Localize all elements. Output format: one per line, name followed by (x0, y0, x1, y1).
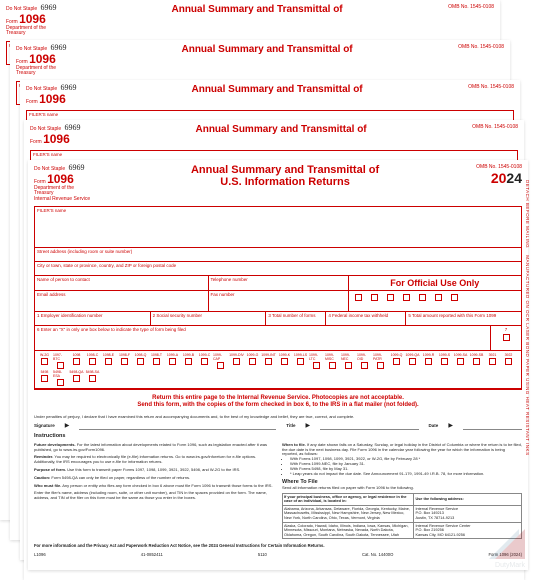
instructions-right-col: When to file. If any date shown falls on… (282, 440, 522, 539)
form-id-block: Do Not Staple 6969 Form 1096 Department … (34, 164, 94, 202)
official-use-only: For Official Use Only (349, 276, 522, 290)
contact-field[interactable]: Name of person to contact (35, 276, 209, 290)
omb-number: OMB No. 1545-0108 (448, 4, 494, 10)
checkbox-1099-patr[interactable]: 1099-PATR (373, 353, 388, 369)
checkbox-1098-c[interactable]: 1098-C (85, 353, 100, 369)
checkbox-1099-k[interactable]: 1099-K (277, 353, 292, 369)
checkbox-3922[interactable]: 3922 (501, 353, 516, 369)
checkbox-5498-esa[interactable]: 5498-ESA (53, 370, 68, 386)
checkbox-1097-btc[interactable]: 1097-BTC (53, 353, 68, 369)
checkbox-5498[interactable]: 5498 (37, 370, 52, 386)
street-field[interactable]: Street address (including room or suite … (35, 248, 521, 261)
box-1-ein[interactable]: 1 Employer identification number (35, 312, 151, 325)
checkbox-5498-qa[interactable]: 5498-QA (69, 370, 84, 386)
city-field[interactable]: City or town, state or province, country… (35, 262, 521, 275)
form-sheet-front: DETACH BEFORE MAILING MANUFACTURED ON OC… (28, 160, 528, 570)
filer-name-field[interactable]: FILER'S name (35, 207, 521, 247)
form-footer: For more information and the Privacy Act… (28, 541, 528, 550)
checkbox-1098-e[interactable]: 1098-E (101, 353, 116, 369)
checkbox-1099-oid[interactable]: 1099-OID (357, 353, 372, 369)
checkbox-1099-int[interactable]: 1099-INT (261, 353, 276, 369)
signature-line[interactable]: Signature▶ Title▶ Date▶ (34, 423, 522, 430)
checkbox-1099-q[interactable]: 1099-Q (389, 353, 404, 369)
fax-field[interactable]: Fax number (209, 291, 349, 311)
form-stack: Do Not Staple 6969 Form 1096 Department … (0, 0, 533, 573)
checkbox-3921[interactable]: 3921 (485, 353, 500, 369)
form-title: Annual Summary and Transmittal of (72, 4, 442, 15)
checkbox-1099-b[interactable]: 1099-B (181, 353, 196, 369)
box-4-withheld[interactable]: 4 Federal income tax withheld (326, 312, 406, 325)
instructions-left-col: Future developments. For the latest info… (34, 440, 274, 539)
perjury-statement: Under penalties of perjury, I declare th… (34, 415, 522, 420)
checkbox-1099-r[interactable]: 1099-R (421, 353, 436, 369)
checkbox-1099-c[interactable]: 1099-C (197, 353, 212, 369)
checkbox-1099-misc[interactable]: 1099-MISC (325, 353, 340, 369)
tax-year: 2024 (476, 170, 522, 186)
checkbox-1099-ls[interactable]: 1099-LS (293, 353, 308, 369)
side-text: DETACH BEFORE MAILING MANUFACTURED ON OC… (525, 180, 530, 456)
checkbox-1099-ltc[interactable]: 1099-LTC (309, 353, 324, 369)
checkbox-1099-a[interactable]: 1099-A (165, 353, 180, 369)
checkbox-1099-qa[interactable]: 1099-QA (405, 353, 420, 369)
checkbox-1098-f[interactable]: 1098-F (117, 353, 132, 369)
form-grid: FILER'S name Street address (including r… (34, 206, 522, 389)
box-6-label: 6 Enter an "X" in only one box below to … (35, 326, 491, 349)
form-title-full: Annual Summary and Transmittal ofU.S. In… (100, 164, 470, 188)
email-field[interactable]: Email address (35, 291, 209, 311)
where-to-file-table: If your principal business, office or ag… (282, 493, 522, 539)
box-7[interactable]: 7 (491, 326, 521, 349)
box-2-ssn[interactable]: 2 Social security number (151, 312, 267, 325)
checkbox-1098-t[interactable]: 1098-T (149, 353, 164, 369)
checkbox-1099-div[interactable]: 1099-DIV (229, 353, 244, 369)
box-5-total-amount[interactable]: 5 Total amount reported with this Form 1… (406, 312, 521, 325)
telephone-field[interactable]: Telephone number (209, 276, 349, 290)
checkbox-1099-s[interactable]: 1099-S (437, 353, 452, 369)
checkbox-1099-sb[interactable]: 1099-SB (469, 353, 484, 369)
box-3-total-forms[interactable]: 3 Total number of forms (266, 312, 326, 325)
instructions-heading: Instructions (34, 433, 522, 440)
handwritten-number: 6969 (41, 3, 57, 12)
return-instructions: Return this entire page to the Internal … (28, 392, 528, 414)
checkbox-1099-sa[interactable]: 1099-SA (453, 353, 468, 369)
checkbox-w-2g[interactable]: W-2G (37, 353, 52, 369)
form-type-checkboxes: W-2G1097-BTC10981098-C1098-E1098-F1098-Q… (35, 351, 521, 389)
checkbox-1098-q[interactable]: 1098-Q (133, 353, 148, 369)
checkbox-5498-sa[interactable]: 5498-SA (85, 370, 100, 386)
checkbox-1098[interactable]: 1098 (69, 353, 84, 369)
checkbox-1099-g[interactable]: 1099-G (245, 353, 260, 369)
checkbox-1099-nec[interactable]: 1099-NEC (341, 353, 356, 369)
checkbox-1099-cap[interactable]: 1099-CAP (213, 353, 228, 369)
